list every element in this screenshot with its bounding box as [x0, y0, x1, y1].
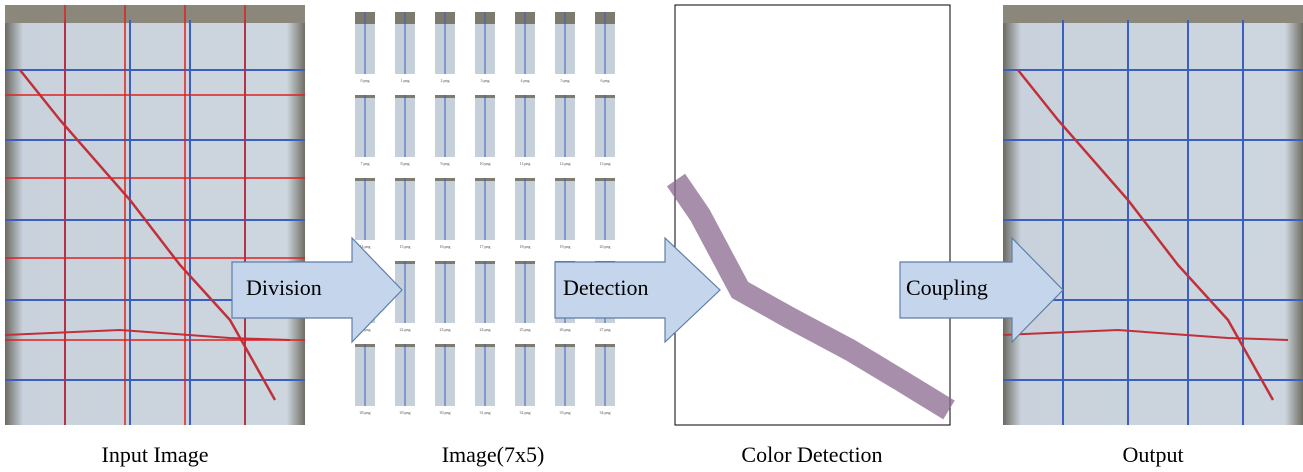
- tile-label: 30.png: [440, 410, 451, 415]
- tile-label: 19.png: [560, 244, 571, 249]
- input-image: [5, 5, 305, 425]
- tile-label: 4.png: [521, 78, 530, 83]
- tile-label: 1.png: [401, 78, 410, 83]
- tile-label: 20.png: [600, 244, 611, 249]
- diagram: 0.png 1.png 2.png 3.png 4.png 5.png 6.png 7.png…: [0, 0, 1303, 472]
- tile-label: 18.png: [520, 244, 531, 249]
- tile-label: 3.png: [481, 78, 490, 83]
- tile-label: 16.png: [440, 244, 451, 249]
- tile-label: 5.png: [561, 78, 570, 83]
- tile-label: 8.png: [401, 161, 410, 166]
- step-label: Coupling: [906, 275, 988, 300]
- tile-label: 29.png: [400, 410, 411, 415]
- tile-label: 28.png: [360, 410, 371, 415]
- tile-label: 0.png: [361, 78, 370, 83]
- tile-label: 15.png: [400, 244, 411, 249]
- tile-label: 34.png: [600, 410, 611, 415]
- caption: Color Detection: [741, 442, 882, 467]
- caption: Output: [1122, 442, 1183, 467]
- caption: Image(7x5): [442, 442, 545, 467]
- color-detection: [675, 5, 950, 425]
- tile-label: 12.png: [560, 161, 571, 166]
- tile-label: 26.png: [560, 327, 571, 332]
- tile-label: 13.png: [600, 161, 611, 166]
- step-label: Detection: [563, 275, 649, 300]
- tile-label: 22.png: [400, 327, 411, 332]
- step-label: Division: [246, 275, 322, 300]
- tile-label: 2.png: [441, 78, 450, 83]
- tile-label: 27.png: [600, 327, 611, 332]
- tile-label: 9.png: [441, 161, 450, 166]
- tile-label: 25.png: [520, 327, 531, 332]
- tile-label: 33.png: [560, 410, 571, 415]
- tile-label: 6.png: [601, 78, 610, 83]
- tile-label: 17.png: [480, 244, 491, 249]
- tile-label: 10.png: [480, 161, 491, 166]
- output-image: [1003, 5, 1303, 425]
- caption: Input Image: [102, 442, 209, 467]
- tile-label: 11.png: [520, 161, 531, 166]
- tile-grid: 0.png 1.png 2.png 3.png 4.png 5.png 6.png 7.png…: [355, 12, 615, 415]
- tile-label: 23.png: [440, 327, 451, 332]
- tile-label: 7.png: [361, 161, 370, 166]
- tile-label: 31.png: [480, 410, 491, 415]
- tile-label: 24.png: [480, 327, 491, 332]
- tile-label: 32.png: [520, 410, 531, 415]
